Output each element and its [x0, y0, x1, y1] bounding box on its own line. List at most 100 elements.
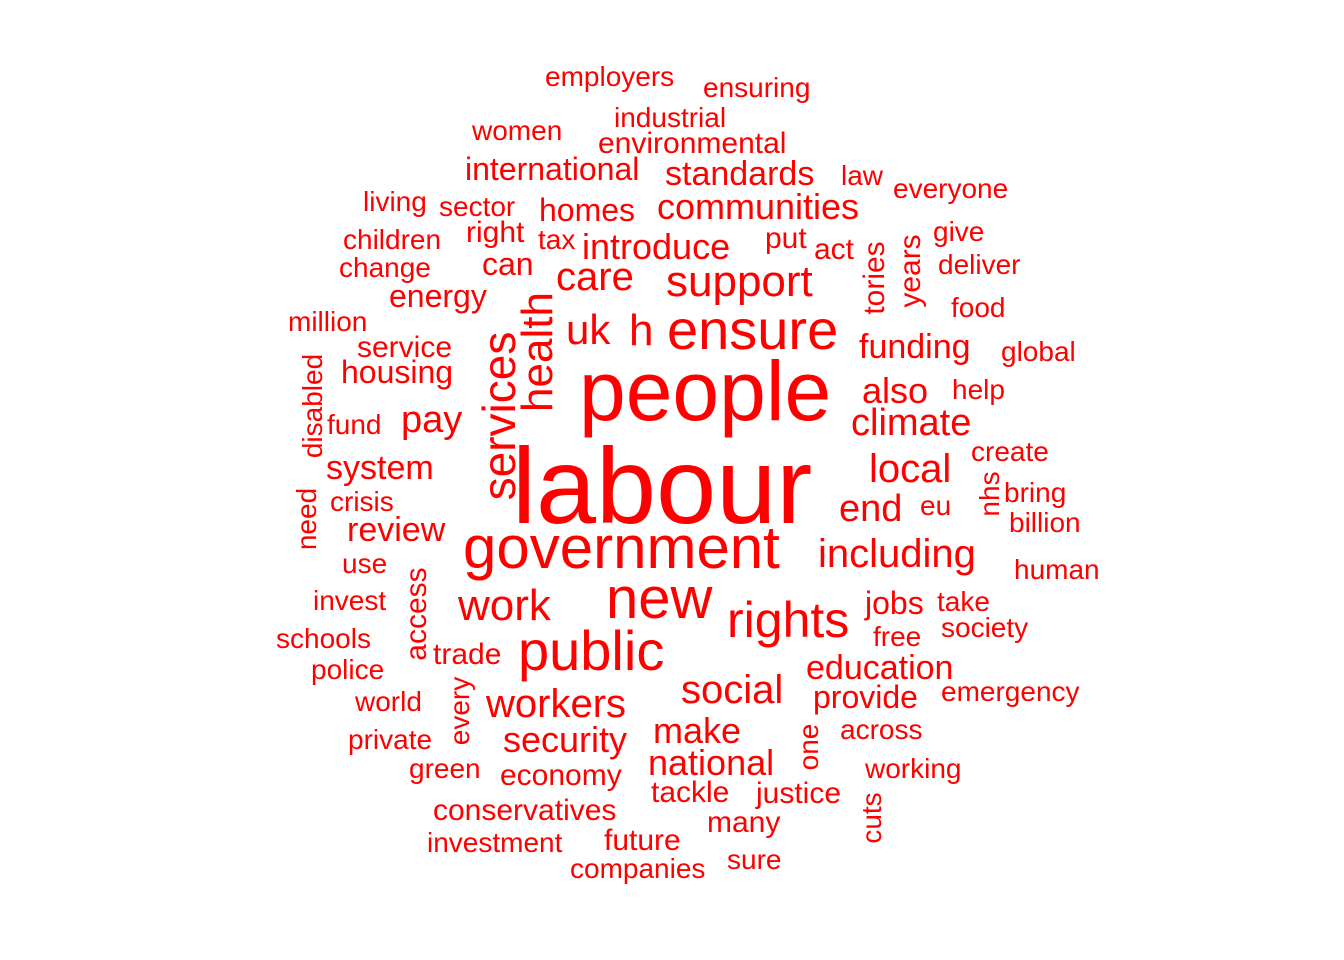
word-national: national — [648, 742, 775, 783]
word-also: also — [862, 370, 929, 411]
word-future: future — [604, 824, 681, 857]
word-introduce: introduce — [582, 226, 731, 267]
word-free: free — [873, 621, 922, 652]
word-everyone: everyone — [893, 173, 1009, 204]
word-put: put — [765, 222, 807, 255]
word-conservatives: conservatives — [433, 794, 617, 827]
word-can: can — [482, 246, 534, 282]
word-homes: homes — [539, 192, 636, 228]
word-trade: trade — [433, 638, 502, 671]
word-support: support — [666, 257, 813, 306]
word-fund: fund — [327, 409, 382, 440]
word-crisis: crisis — [330, 486, 394, 517]
word-public: public — [518, 619, 665, 682]
word-world: world — [355, 686, 422, 717]
word-global: global — [1001, 336, 1076, 367]
word-every: every — [444, 676, 475, 746]
word-people: people — [579, 344, 832, 438]
word-take: take — [937, 586, 990, 617]
word-living: living — [363, 186, 427, 217]
word-tories: tories — [858, 241, 891, 315]
word-million: million — [288, 306, 368, 337]
word-service: service — [357, 331, 453, 364]
word-employers: employers — [545, 61, 675, 92]
word-energy: energy — [389, 278, 487, 314]
word-investment: investment — [427, 827, 563, 858]
word-economy: economy — [500, 759, 622, 792]
word-government: government — [463, 514, 780, 581]
word-security: security — [503, 719, 628, 760]
word-communities: communities — [657, 186, 860, 227]
word-use: use — [342, 548, 388, 579]
word-give: give — [933, 216, 985, 247]
word-cuts: cuts — [856, 792, 887, 844]
word-society: society — [941, 612, 1029, 643]
word-local: local — [869, 447, 952, 491]
word-make: make — [653, 710, 742, 751]
word-change: change — [339, 252, 431, 283]
word-one: one — [793, 723, 824, 771]
word-justice: justice — [756, 777, 842, 810]
word-review: review — [347, 511, 446, 549]
word-human: human — [1014, 554, 1100, 585]
word-industrial: industrial — [614, 102, 727, 133]
word-need: need — [291, 487, 322, 551]
word-bring: bring — [1004, 477, 1067, 508]
word-international: international — [465, 151, 640, 187]
word-climate: climate — [851, 402, 972, 444]
word-schools: schools — [276, 623, 371, 654]
word-disabled: disabled — [297, 353, 328, 459]
word-provide: provide — [813, 679, 918, 715]
word-act: act — [814, 233, 855, 266]
word-billion: billion — [1009, 507, 1081, 538]
word-police: police — [311, 654, 385, 685]
word-access: access — [400, 567, 433, 661]
word-environmental: environmental — [598, 127, 787, 160]
word-across: across — [840, 714, 923, 745]
word-funding: funding — [859, 328, 971, 366]
word-ensuring: ensuring — [703, 72, 811, 103]
word-food: food — [951, 292, 1006, 323]
word-h: h — [629, 306, 654, 355]
word-women: women — [472, 115, 563, 146]
word-tackle: tackle — [651, 776, 730, 809]
word-private: private — [348, 724, 433, 755]
word-tax: tax — [538, 224, 576, 255]
word-new: new — [606, 566, 713, 631]
word-eu: eu — [920, 490, 952, 521]
word-create: create — [971, 436, 1049, 467]
word-including: including — [818, 532, 976, 576]
word-system: system — [326, 449, 434, 487]
word-working: working — [865, 753, 962, 784]
word-nhs: nhs — [974, 471, 1005, 517]
word-standards: standards — [665, 155, 815, 193]
word-deliver: deliver — [938, 249, 1021, 280]
word-sector: sector — [439, 191, 516, 222]
word-invest: invest — [313, 585, 387, 616]
word-health: health — [513, 292, 562, 412]
word-housing: housing — [341, 354, 454, 390]
word-sure: sure — [727, 844, 782, 875]
word-education: education — [806, 649, 954, 687]
word-help: help — [952, 374, 1005, 405]
word-children: children — [343, 224, 442, 255]
word-emergency: emergency — [941, 676, 1080, 707]
word-work: work — [458, 581, 551, 630]
word-green: green — [409, 753, 481, 784]
word-care: care — [556, 255, 634, 299]
word-many: many — [707, 806, 781, 839]
word-labour: labour — [512, 425, 813, 546]
word-companies: companies — [570, 853, 706, 884]
word-jobs: jobs — [865, 585, 924, 621]
word-end: end — [839, 488, 903, 530]
word-years: years — [894, 234, 927, 308]
word-workers: workers — [486, 682, 627, 726]
word-social: social — [681, 668, 784, 712]
word-rights: rights — [727, 592, 850, 648]
word-pay: pay — [401, 399, 463, 441]
word-ensure: ensure — [667, 298, 839, 361]
word-right: right — [466, 216, 525, 249]
word-law: law — [841, 160, 884, 191]
word-uk: uk — [566, 306, 611, 353]
